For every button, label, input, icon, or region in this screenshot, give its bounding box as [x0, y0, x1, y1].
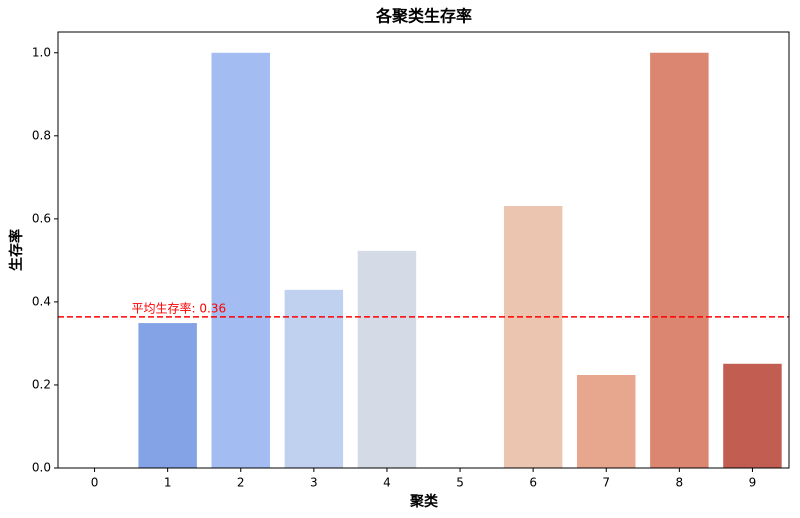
- x-tick-label: 7: [602, 476, 610, 490]
- y-tick-label: 1.0: [32, 45, 51, 59]
- y-tick-label: 0.6: [32, 211, 51, 225]
- x-tick-label: 1: [164, 476, 172, 490]
- reference-label: 平均生存率: 0.36: [132, 300, 227, 315]
- x-axis-label: 聚类: [409, 493, 439, 510]
- bar: [723, 363, 782, 468]
- y-tick-label: 0.8: [32, 128, 51, 142]
- bar: [138, 323, 197, 468]
- x-tick-label: 6: [529, 476, 537, 490]
- bar: [503, 205, 563, 469]
- bar: [650, 52, 709, 469]
- bar: [357, 250, 417, 468]
- plot-frame: [57, 31, 790, 469]
- y-axis-label: 生存率: [8, 229, 25, 271]
- x-tick-label: 8: [676, 476, 684, 490]
- x-tick-label: 4: [383, 476, 391, 490]
- x-tick-label: 5: [456, 476, 464, 490]
- x-tick-label: 3: [310, 476, 318, 490]
- bar: [284, 289, 344, 468]
- y-tick-label: 0.4: [32, 294, 51, 308]
- bar: [577, 374, 636, 468]
- y-tick-label: 0.2: [32, 377, 51, 391]
- y-tick-label: 0.0: [32, 461, 51, 475]
- x-tick-label: 0: [91, 476, 99, 490]
- x-tick-label: 9: [749, 476, 757, 490]
- bar: [211, 52, 270, 469]
- chart-title: 各聚类生存率: [375, 7, 472, 26]
- x-tick-label: 2: [237, 476, 245, 490]
